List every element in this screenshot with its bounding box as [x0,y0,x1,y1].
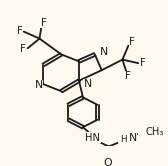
Text: HN: HN [85,133,100,143]
Text: N: N [34,80,43,90]
Text: F: F [20,44,26,54]
Text: N: N [128,133,137,143]
Text: CH₃: CH₃ [145,127,163,137]
Text: F: F [125,71,131,81]
Text: F: F [41,18,46,28]
Text: F: F [130,37,135,47]
Text: N: N [100,47,108,57]
Text: F: F [140,58,146,68]
Text: H: H [120,135,127,144]
Text: F: F [17,26,23,36]
Text: N: N [84,79,92,89]
Text: O: O [103,158,112,166]
